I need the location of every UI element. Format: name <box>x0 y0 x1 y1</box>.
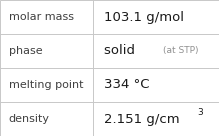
Text: (at STP): (at STP) <box>163 47 199 55</box>
Text: 103.1 g/mol: 103.1 g/mol <box>104 10 184 24</box>
Text: density: density <box>9 114 50 124</box>
Text: 2.151 g/cm: 2.151 g/cm <box>104 112 180 126</box>
Text: 3: 3 <box>197 108 203 117</box>
Text: 334 °C: 334 °C <box>104 78 150 92</box>
Text: solid: solid <box>104 44 143 58</box>
Text: melting point: melting point <box>9 80 83 90</box>
Text: molar mass: molar mass <box>9 12 74 22</box>
Text: phase: phase <box>9 46 42 56</box>
